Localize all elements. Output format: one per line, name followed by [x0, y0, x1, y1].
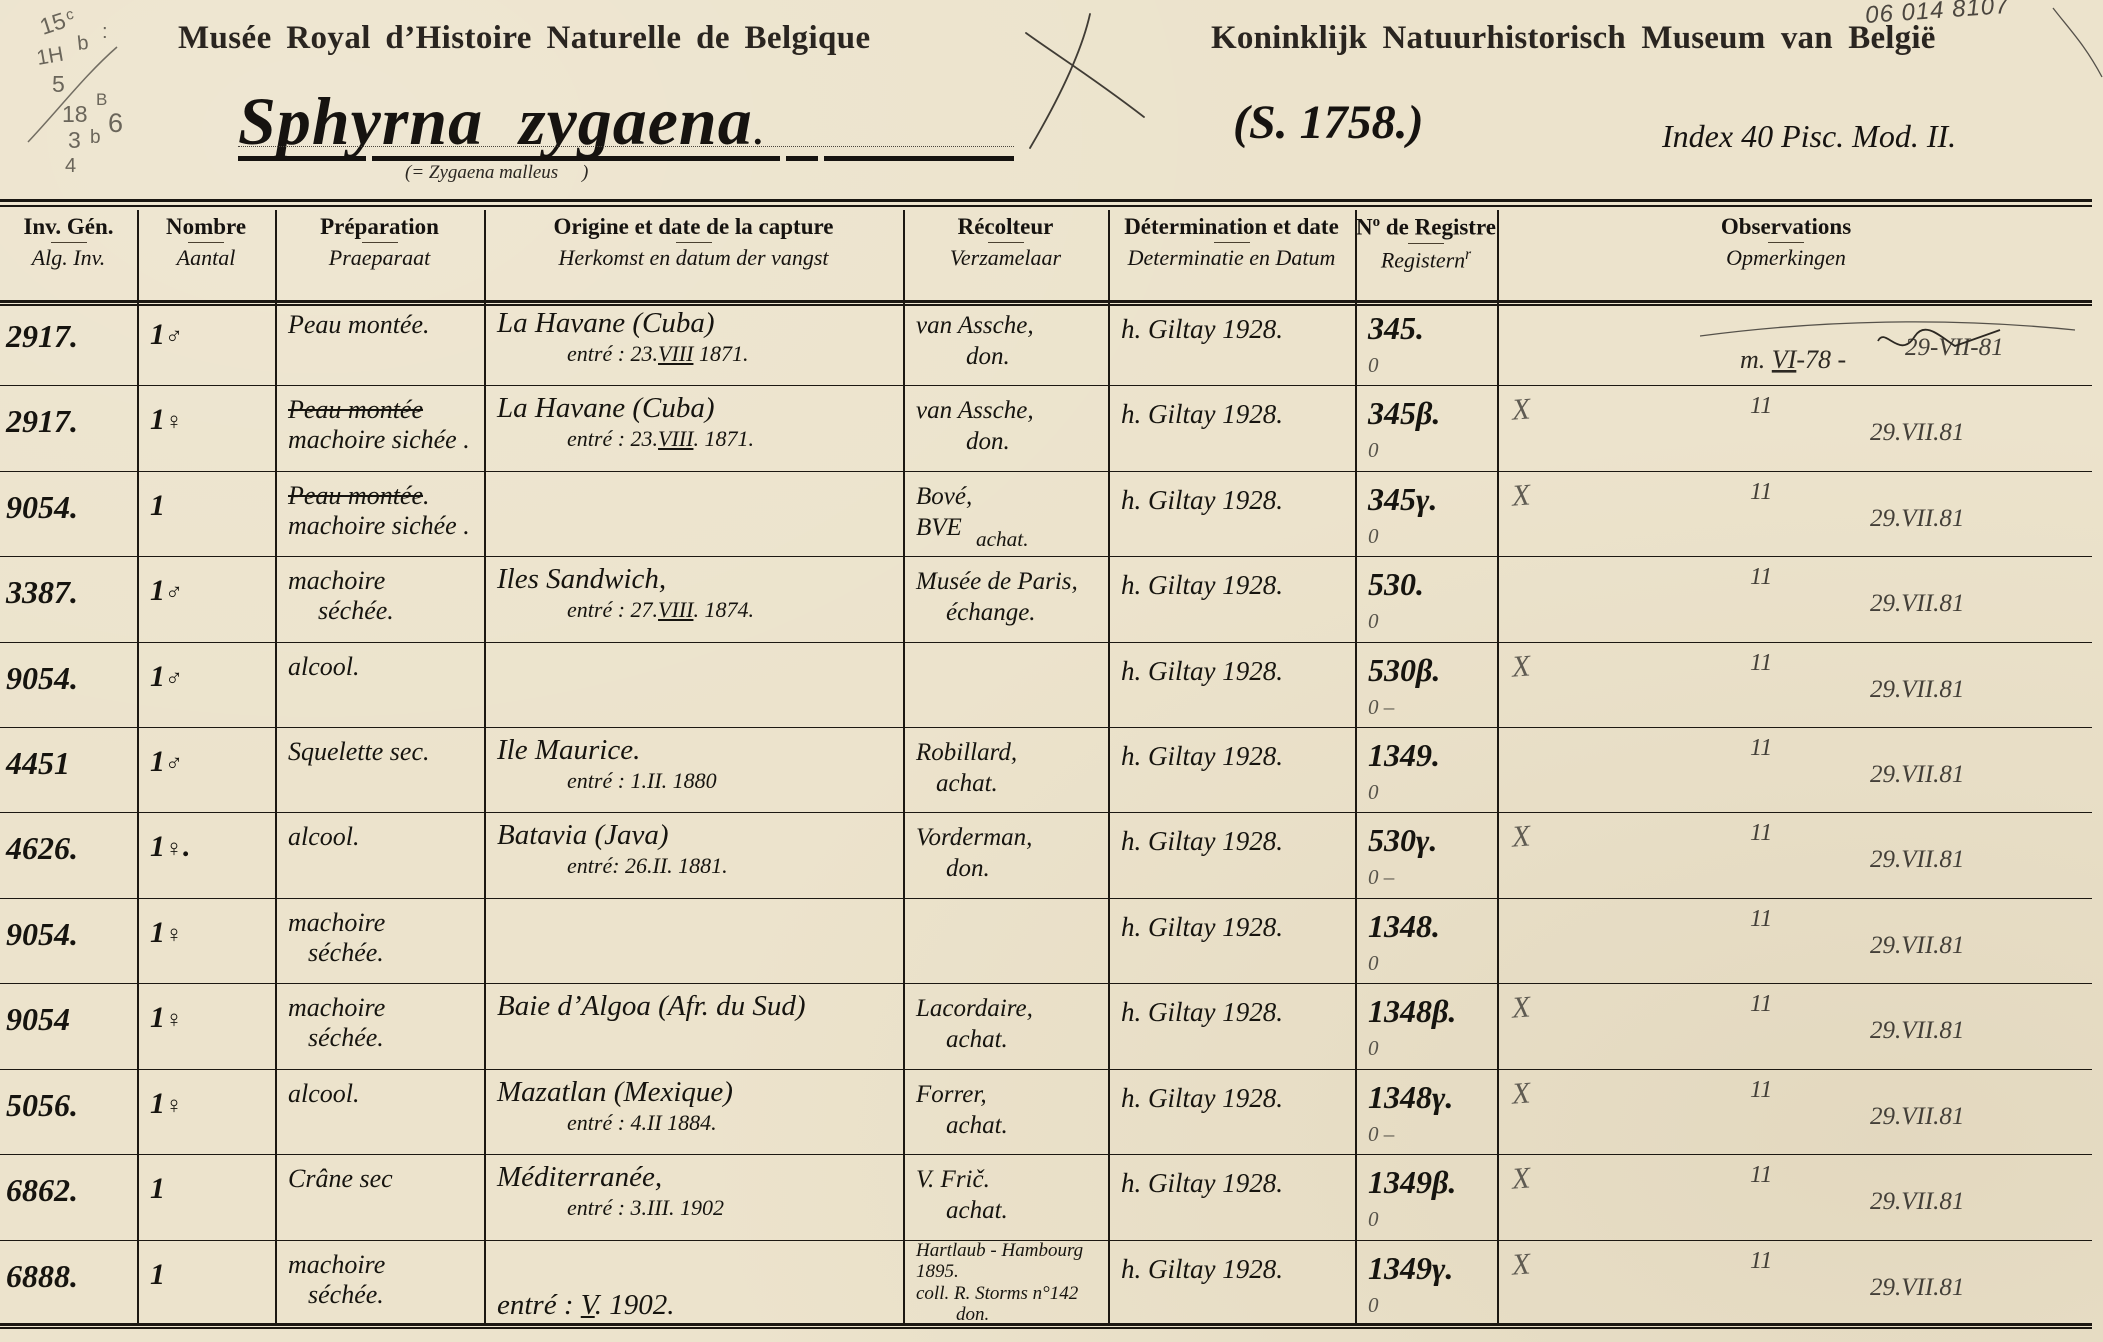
svg-text:1H: 1H [35, 43, 65, 70]
svg-text:15: 15 [37, 7, 69, 40]
svg-text:b: b [90, 127, 101, 148]
svg-text:18: 18 [62, 101, 88, 127]
svg-text:4: 4 [65, 155, 76, 177]
svg-text:6: 6 [108, 108, 123, 138]
svg-text:b: b [76, 32, 89, 55]
svg-text:B: B [96, 90, 107, 109]
svg-text:m. VI-78 -: m. VI-78 - [1740, 345, 1846, 374]
svg-text:3: 3 [68, 127, 81, 153]
svg-text::: : [102, 21, 108, 43]
svg-text:5: 5 [52, 71, 65, 97]
svg-text:c: c [64, 6, 75, 24]
